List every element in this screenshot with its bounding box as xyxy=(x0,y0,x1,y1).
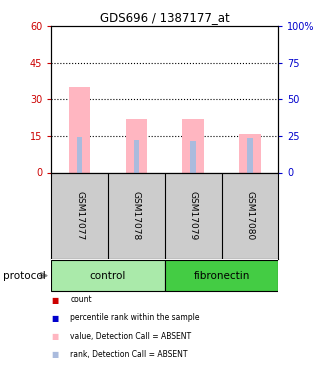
Text: GSM17080: GSM17080 xyxy=(245,191,254,240)
Text: ■: ■ xyxy=(51,350,59,358)
Text: fibronectin: fibronectin xyxy=(193,271,250,280)
Text: protocol: protocol xyxy=(3,271,46,280)
Text: GSM17078: GSM17078 xyxy=(132,191,141,240)
Bar xyxy=(126,119,147,172)
Bar xyxy=(182,119,204,172)
Text: percentile rank within the sample: percentile rank within the sample xyxy=(70,314,200,322)
Bar xyxy=(239,134,261,172)
Text: ■: ■ xyxy=(51,296,59,304)
Text: GSM17077: GSM17077 xyxy=(75,191,84,240)
Text: value, Detection Call = ABSENT: value, Detection Call = ABSENT xyxy=(70,332,192,340)
Text: control: control xyxy=(90,271,126,280)
Bar xyxy=(77,137,83,172)
Bar xyxy=(133,140,139,172)
Bar xyxy=(247,138,253,172)
Text: ■: ■ xyxy=(51,314,59,322)
Title: GDS696 / 1387177_at: GDS696 / 1387177_at xyxy=(100,11,230,24)
Bar xyxy=(190,141,196,172)
Bar xyxy=(69,87,90,172)
Text: ■: ■ xyxy=(51,332,59,340)
Text: GSM17079: GSM17079 xyxy=(189,191,198,240)
Text: count: count xyxy=(70,296,92,304)
Bar xyxy=(51,260,165,291)
Bar xyxy=(165,260,278,291)
Text: rank, Detection Call = ABSENT: rank, Detection Call = ABSENT xyxy=(70,350,188,358)
